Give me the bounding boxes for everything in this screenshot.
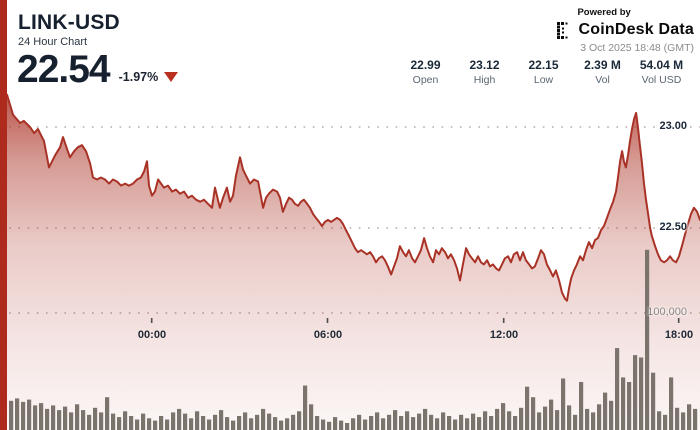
stat-open-value: 22.99 [410,58,441,72]
provider-block: Powered by CoinDesk Data 3 [557,7,694,54]
price-tick-label-22-50: 22.50 [659,221,687,233]
chart-timestamp: 3 Oct 2025 18:48 (GMT) [580,42,694,54]
stat-vol-usd-label: Vol USD [641,74,682,86]
stat-low: 22.15 Low [516,58,571,86]
stat-high: 23.12 High [457,58,512,86]
current-price: 22.54 [17,48,111,91]
time-label-1200: 12:00 [489,329,519,341]
price-line [0,93,700,302]
price-row: 22.54 -1.97% [17,48,179,91]
stat-open: 22.99 Open [398,58,453,86]
left-accent-bar [0,0,7,430]
chart-subtitle: 24 Hour Chart [18,36,88,48]
stat-vol-label: Vol [595,74,610,86]
change-percent: -1.97% [118,70,159,84]
volume-bars [9,249,698,430]
stat-open-label: Open [412,74,439,86]
price-tick-label-23: 23.00 [659,120,687,132]
volume-tick-label: 100,000 [647,306,687,318]
symbol-title: LINK-USD [18,11,120,34]
stat-low-label: Low [533,74,554,86]
price-area-fill [0,94,700,430]
stat-vol-usd-value: 54.04 M [639,58,684,72]
stat-low-value: 22.15 [528,58,559,72]
time-label-0600: 06:00 [313,329,343,341]
coindesk-logo-icon [557,21,568,39]
time-label-1800: 18:00 [664,329,694,341]
stat-high-label: High [473,74,496,86]
powered-by-label: Powered by [577,7,631,18]
triangle-down-icon [164,72,179,82]
coindesk-logo-text: CoinDesk Data [578,21,694,38]
time-axis-ticks [150,318,680,323]
coindesk-data-link[interactable]: CoinDesk Data [557,21,694,39]
stat-vol-usd: 54.04 M Vol USD [634,58,689,86]
stat-vol: 2.39 M Vol [575,58,630,86]
time-label-0000: 00:00 [137,329,167,341]
price-change: -1.97% [119,70,179,89]
ohlc-stats-row: 22.99 Open 23.12 High 22.15 Low 2.39 M V… [398,58,689,86]
stat-vol-value: 2.39 M [584,58,621,72]
stat-high-value: 23.12 [469,58,500,72]
